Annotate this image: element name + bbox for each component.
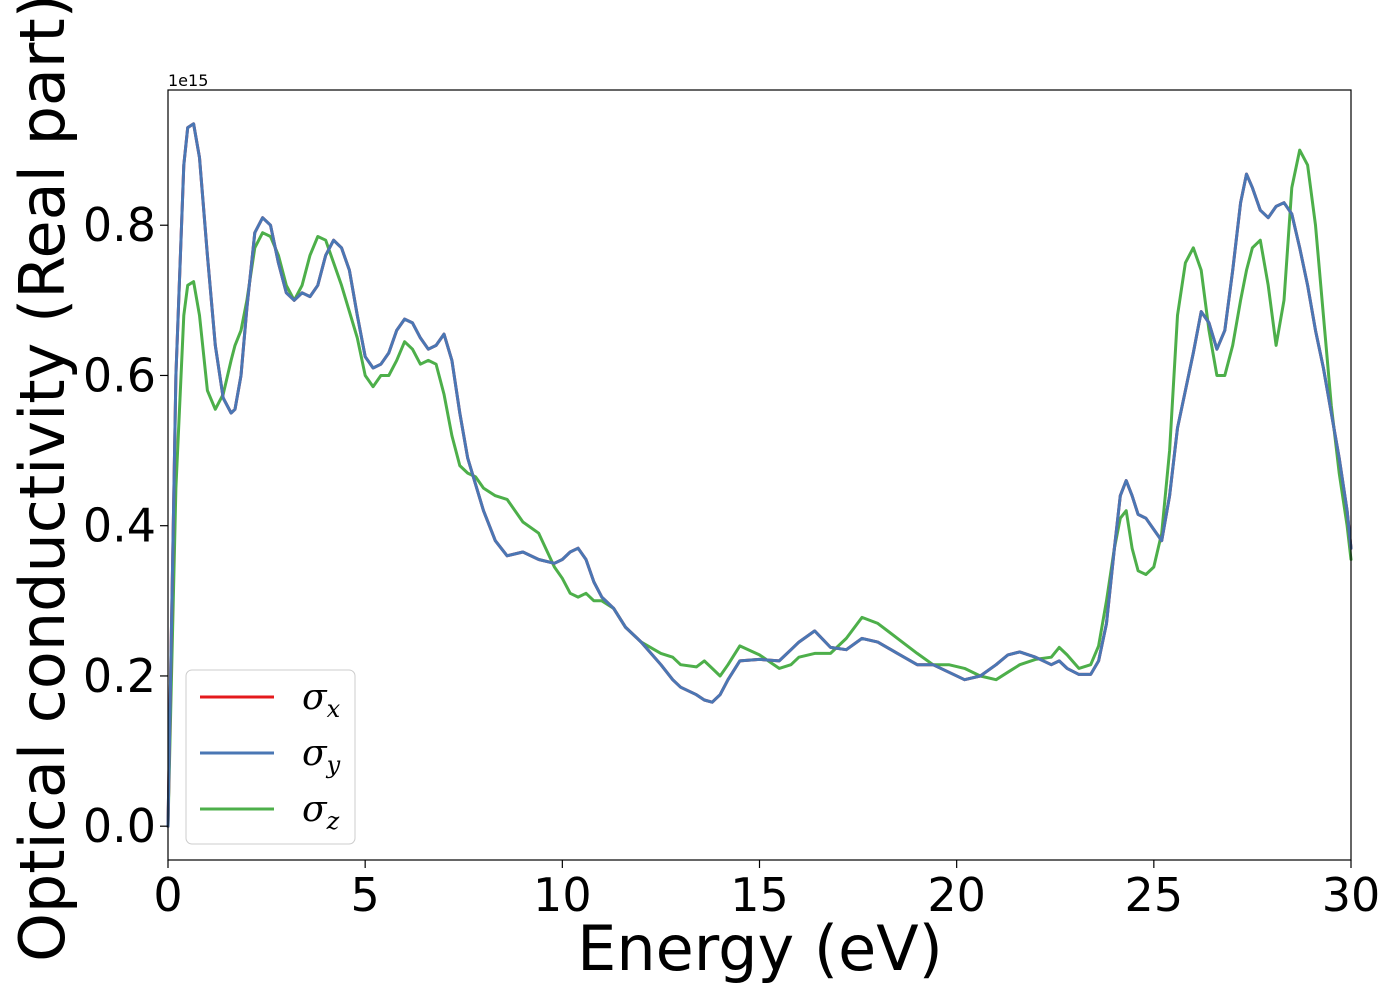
y-axis-ticks: 0.0 0.2 0.4 0.6 0.8 — [83, 198, 168, 853]
y-tick-label: 0.0 — [83, 799, 156, 853]
y-tick-label: 0.2 — [83, 649, 156, 703]
y-axis-label: Optical conductivity (Real part) — [6, 0, 79, 962]
series-layer — [166, 122, 1353, 828]
x-tick-label: 15 — [730, 868, 789, 922]
y-offset-label: 1e15 — [168, 71, 208, 90]
x-tick-label: 0 — [153, 868, 182, 922]
x-axis-ticks: 0 5 10 15 20 25 30 — [153, 860, 1380, 922]
x-axis-label: Energy (eV) — [577, 912, 943, 985]
x-tick-label: 10 — [533, 868, 592, 922]
legend: σx σy σz — [185, 669, 356, 845]
y-tick-label: 0.6 — [83, 348, 156, 402]
legend-box — [185, 669, 356, 845]
x-tick-label: 20 — [927, 868, 986, 922]
x-tick-label: 25 — [1125, 868, 1184, 922]
series-line-sigma-z — [166, 148, 1353, 828]
x-tick-label: 5 — [351, 868, 380, 922]
legend-label: σz — [302, 789, 340, 835]
y-tick-label: 0.4 — [83, 499, 156, 553]
legend-label: σx — [302, 677, 341, 723]
legend-label: σy — [302, 733, 341, 779]
x-tick-label: 30 — [1322, 868, 1381, 922]
series-line-sigma-y — [166, 122, 1353, 828]
legend-entries: σx σy σz — [200, 677, 341, 835]
y-tick-label: 0.8 — [83, 198, 156, 252]
